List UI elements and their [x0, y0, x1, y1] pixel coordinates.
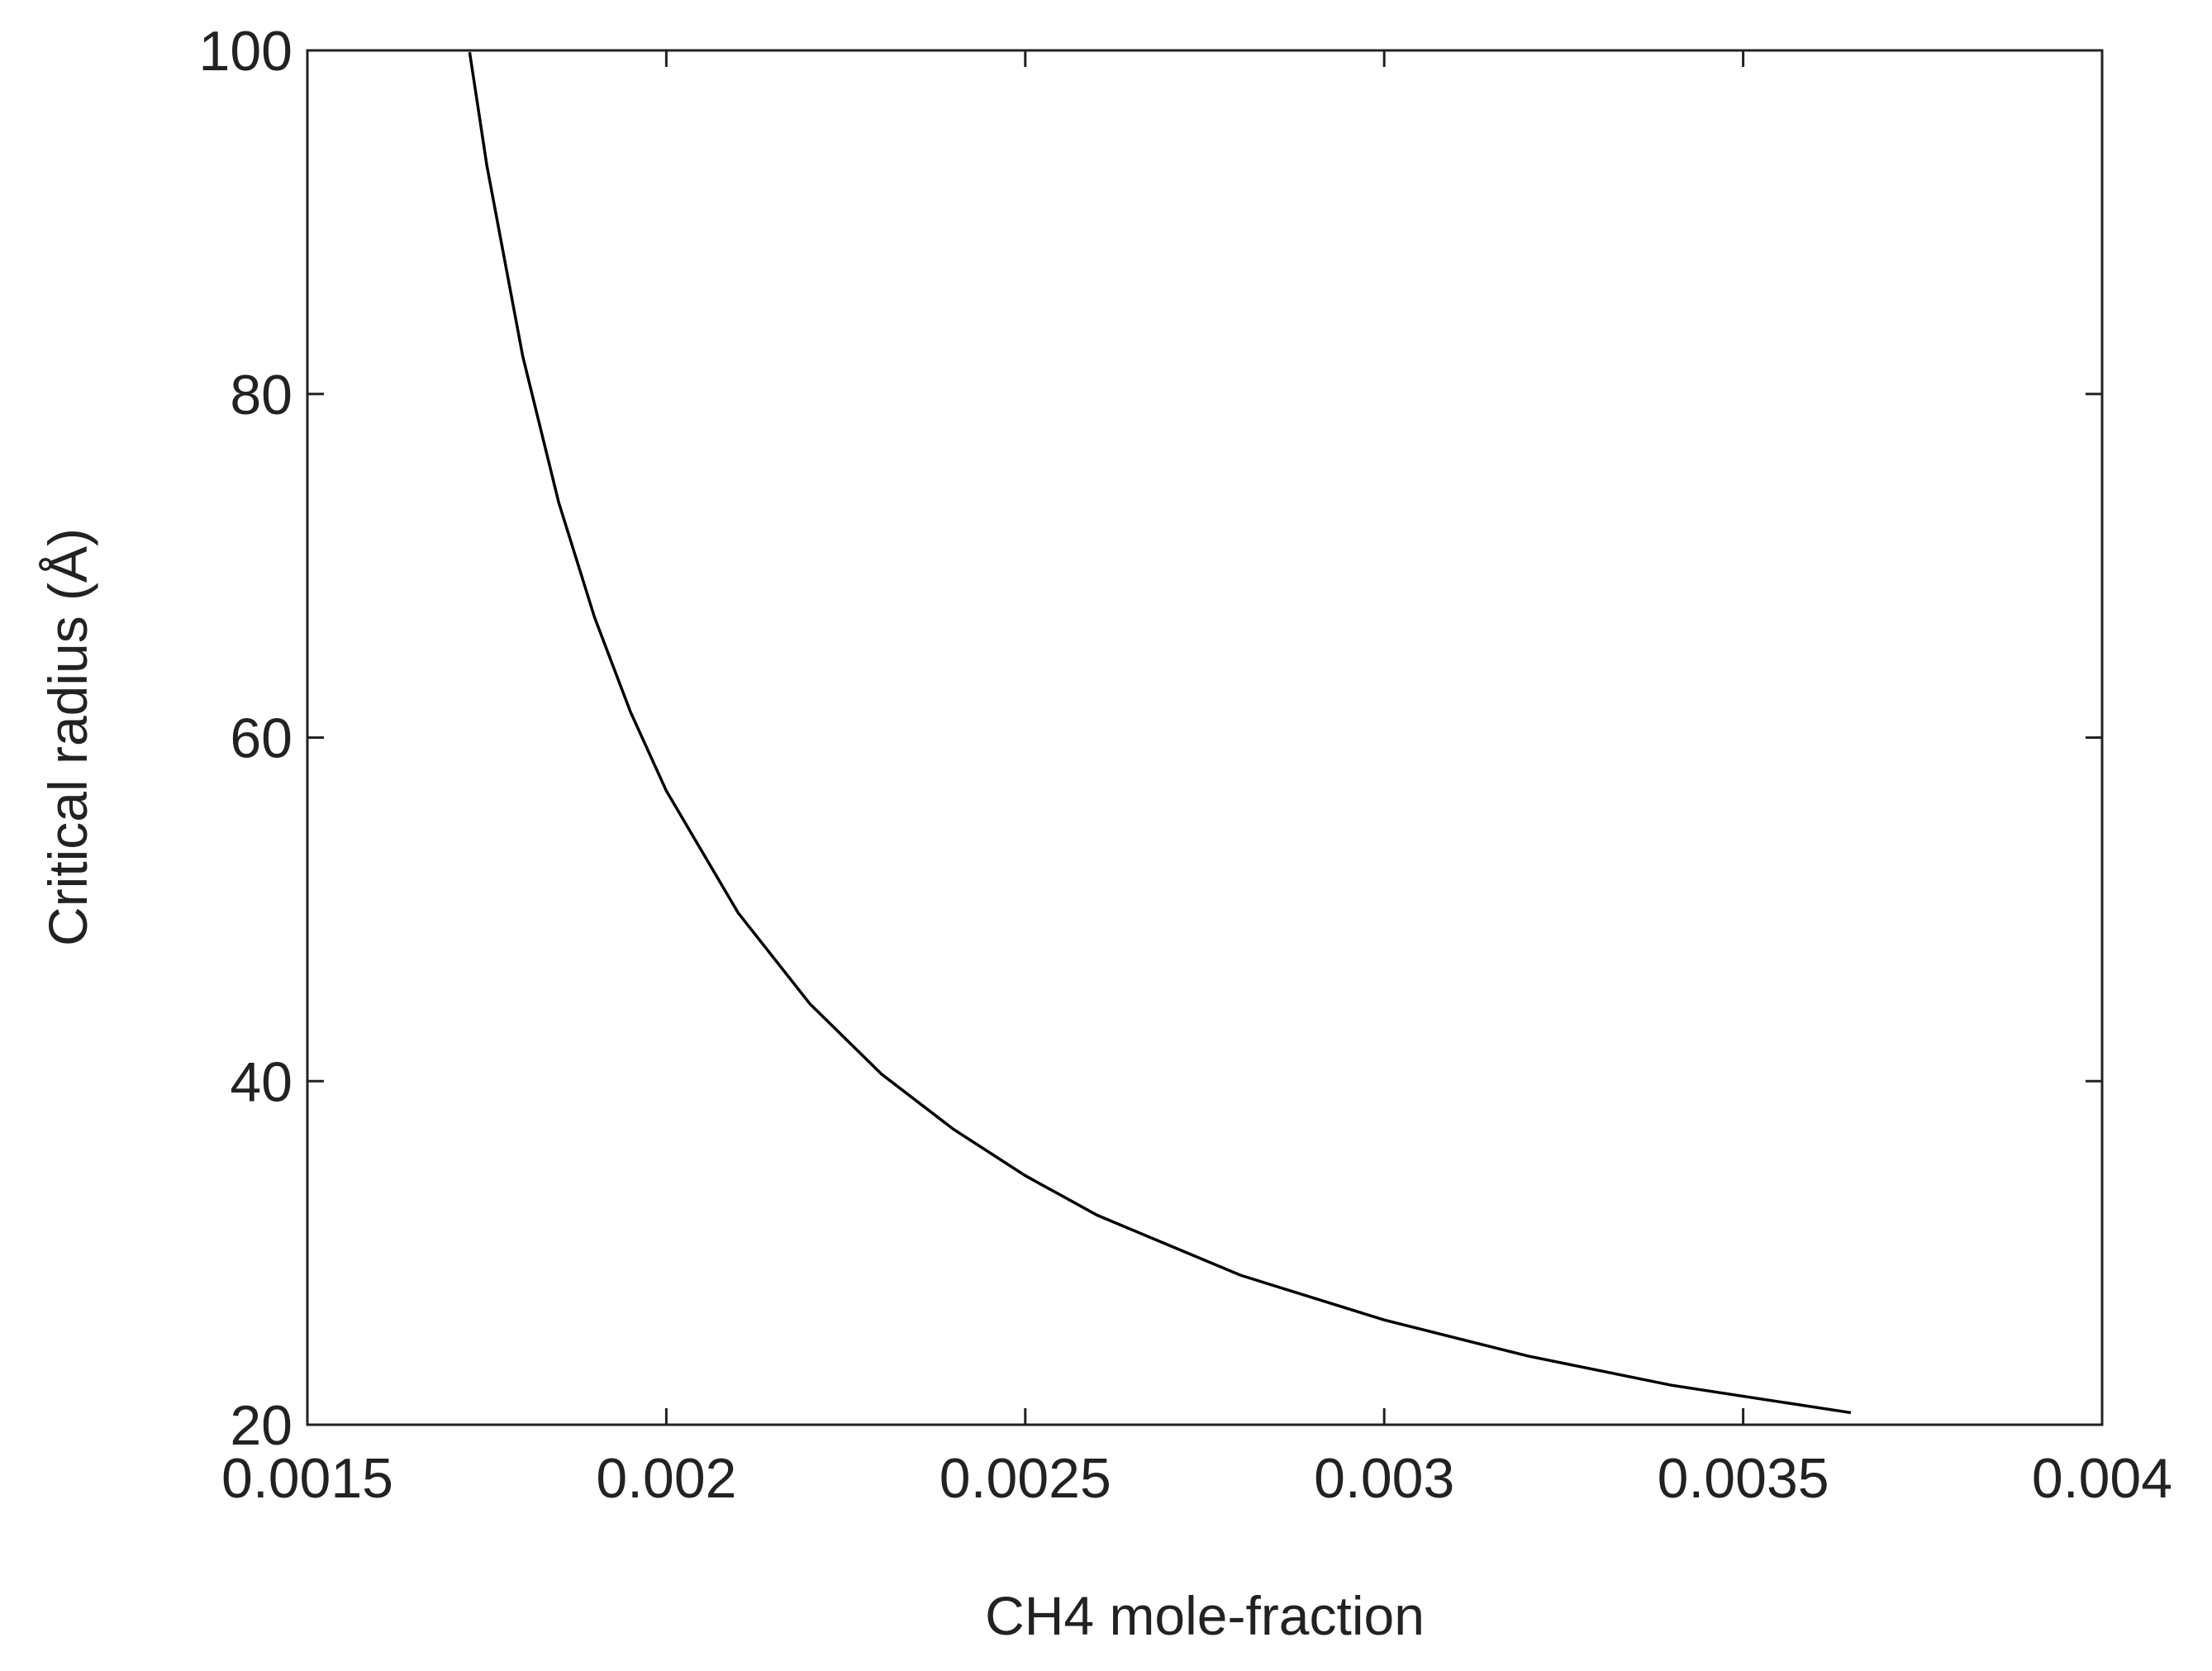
y-tick-label: 80: [230, 364, 293, 426]
x-tick-label: 0.0025: [940, 1447, 1111, 1510]
x-tick-label: 0.002: [596, 1447, 736, 1510]
y-axis-label: Critical radius (Å): [37, 528, 98, 946]
x-tick-label: 0.004: [2032, 1447, 2172, 1510]
y-tick-label: 100: [199, 20, 293, 83]
y-tick-label: 40: [230, 1050, 293, 1113]
data-line: [468, 51, 1852, 1415]
y-tick-label: 20: [230, 1394, 293, 1457]
y-tick-label: 60: [230, 707, 293, 770]
x-tick-label: 0.0035: [1658, 1447, 1829, 1510]
x-tick-label: 0.003: [1314, 1447, 1454, 1510]
x-tick-label: 0.0015: [221, 1447, 393, 1510]
plot-frame: [306, 49, 2104, 1426]
x-axis-label: CH4 mole-fraction: [985, 1585, 1425, 1646]
